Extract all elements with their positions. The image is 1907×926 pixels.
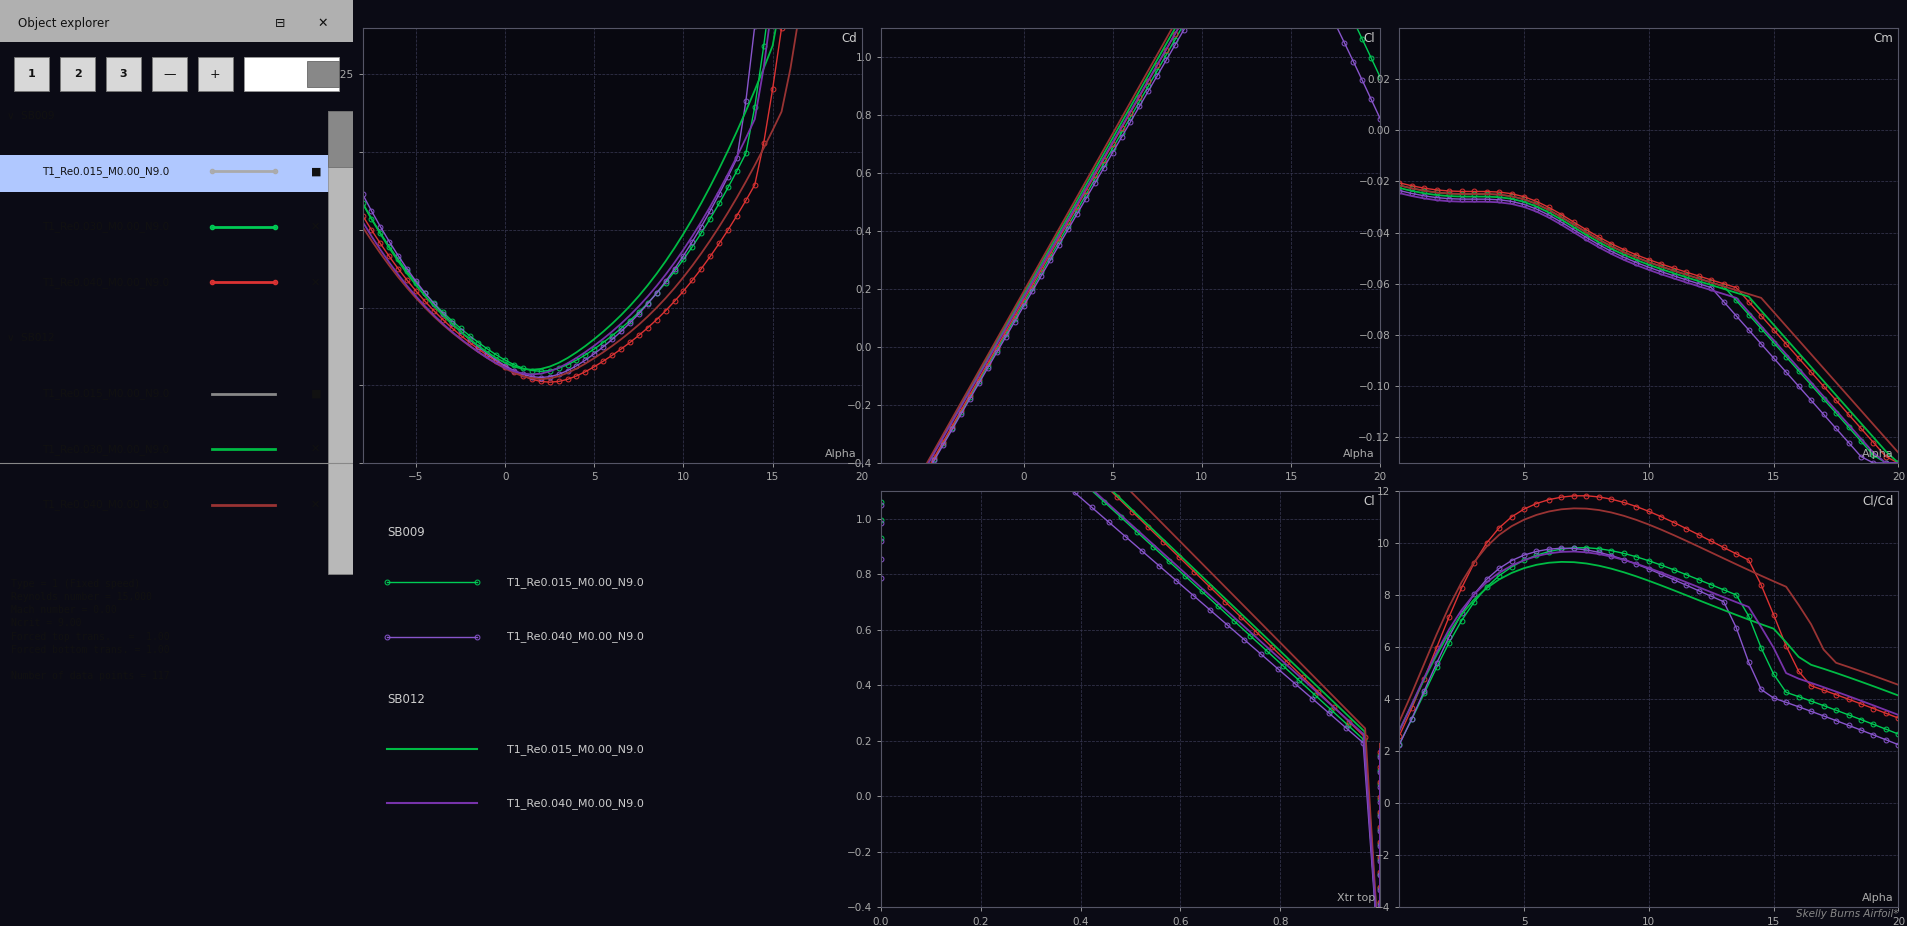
Text: +: + <box>210 68 221 81</box>
Text: 2: 2 <box>74 69 82 79</box>
Text: Alpha: Alpha <box>1861 894 1892 904</box>
Text: Alpha: Alpha <box>1343 449 1375 458</box>
Text: ✕: ✕ <box>317 17 328 30</box>
Text: T1_Re0.040_M0.00_N9.0: T1_Re0.040_M0.00_N9.0 <box>42 499 170 510</box>
Text: ✕: ✕ <box>311 278 320 287</box>
Text: Object explorer: Object explorer <box>17 17 109 30</box>
Text: SB012: SB012 <box>387 693 425 706</box>
Text: Cm: Cm <box>1873 32 1892 45</box>
Text: T1_Re0.040_M0.00_N9.0: T1_Re0.040_M0.00_N9.0 <box>507 632 645 642</box>
Text: SB009: SB009 <box>387 526 425 539</box>
Text: Skelly Burns Airfoil*: Skelly Burns Airfoil* <box>1794 908 1897 919</box>
Text: 1: 1 <box>29 69 36 79</box>
Text: Alpha: Alpha <box>1861 449 1892 458</box>
FancyBboxPatch shape <box>307 61 339 87</box>
Text: —: — <box>164 68 175 81</box>
Text: 3: 3 <box>120 69 128 79</box>
Text: T1_Re0.030_M0.00_N9.0: T1_Re0.030_M0.00_N9.0 <box>42 221 170 232</box>
Text: T1_Re0.015_M0.00_N9.0: T1_Re0.015_M0.00_N9.0 <box>42 388 170 399</box>
Text: ■: ■ <box>311 389 320 398</box>
FancyBboxPatch shape <box>328 111 353 574</box>
Text: T1_Re0.015_M0.00_N9.0: T1_Re0.015_M0.00_N9.0 <box>507 577 645 588</box>
FancyBboxPatch shape <box>0 155 353 192</box>
Text: ✕: ✕ <box>311 500 320 509</box>
Text: T1_Re0.040_M0.00_N9.0: T1_Re0.040_M0.00_N9.0 <box>507 798 645 808</box>
Text: ✕: ✕ <box>311 222 320 232</box>
Text: Cl/Cd: Cl/Cd <box>1861 494 1892 508</box>
FancyBboxPatch shape <box>198 57 233 91</box>
Text: Cl: Cl <box>1364 494 1375 508</box>
Text: T1_Re0.040_M0.00_N9.0: T1_Re0.040_M0.00_N9.0 <box>42 277 170 288</box>
Text: Cl: Cl <box>1364 32 1375 45</box>
Text: T1_Re0.015_M0.00_N9.0: T1_Re0.015_M0.00_N9.0 <box>507 744 645 755</box>
FancyBboxPatch shape <box>0 0 353 42</box>
FancyBboxPatch shape <box>328 111 353 167</box>
Text: Type = 1 (Fixed speed)
Reynolds number = 15,000
Mach number = 0.00
Ncrit = 9.00
: Type = 1 (Fixed speed) Reynolds number =… <box>11 579 170 682</box>
FancyBboxPatch shape <box>153 57 187 91</box>
Text: Xtr top: Xtr top <box>1337 894 1375 904</box>
Text: ■: ■ <box>311 167 320 176</box>
Text: Cd: Cd <box>841 32 856 45</box>
FancyBboxPatch shape <box>107 57 141 91</box>
Text: Alpha: Alpha <box>824 449 856 458</box>
Text: ✕: ✕ <box>311 444 320 454</box>
FancyBboxPatch shape <box>13 57 50 91</box>
Text: ∨  SB012: ∨ SB012 <box>8 333 55 343</box>
FancyBboxPatch shape <box>59 57 95 91</box>
Text: T1_Re0.030_M0.00_N9.0: T1_Re0.030_M0.00_N9.0 <box>42 444 170 455</box>
Text: T1_Re0.015_M0.00_N9.0: T1_Re0.015_M0.00_N9.0 <box>42 166 170 177</box>
Text: ⊟: ⊟ <box>275 17 286 30</box>
Text: ∨  SB009: ∨ SB009 <box>8 111 55 120</box>
FancyBboxPatch shape <box>244 57 339 91</box>
